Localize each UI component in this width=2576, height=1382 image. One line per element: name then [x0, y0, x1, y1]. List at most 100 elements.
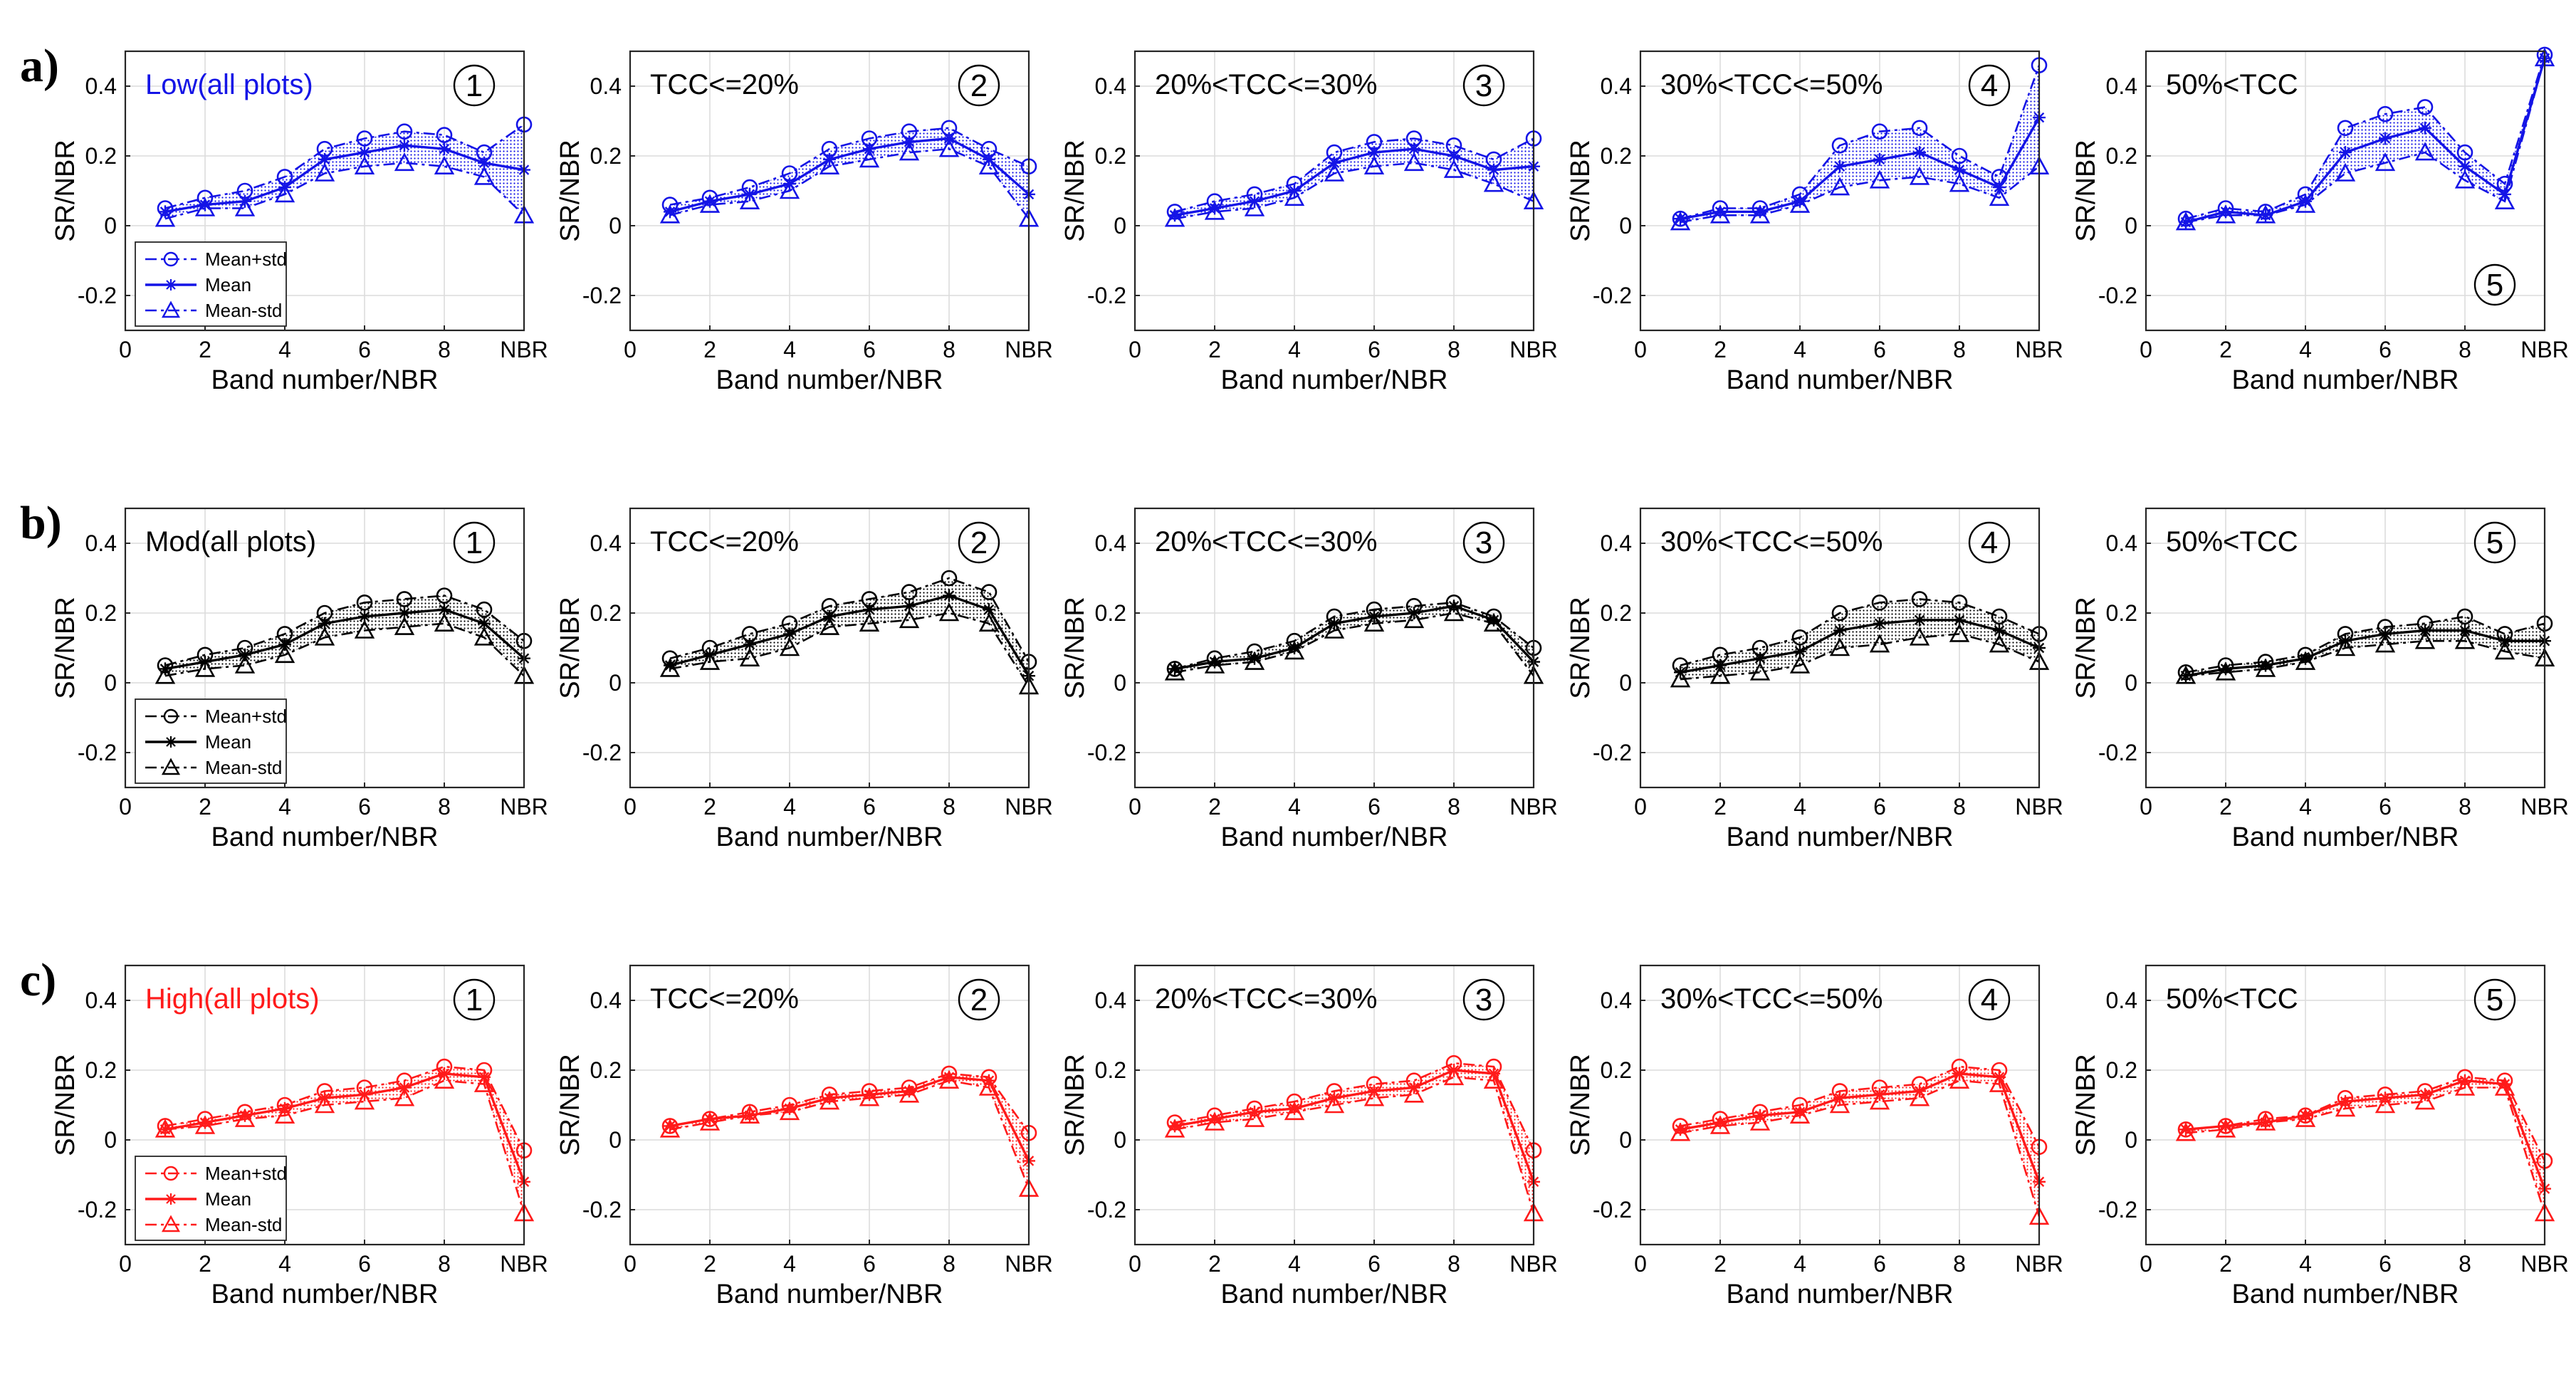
x-tick-label: 8: [1953, 337, 1966, 362]
legend-marker: [163, 251, 179, 267]
data-point-mean: [1794, 1105, 1806, 1119]
series-line-mean-std: [2185, 58, 2546, 224]
data-point-mean-minus-std: [859, 612, 880, 632]
x-tick-label: 6: [863, 1251, 876, 1277]
data-point-mean-minus-std: [2494, 190, 2515, 210]
data-point-mean-minus-std: [699, 651, 721, 670]
data-point-mean-minus-std: [2375, 634, 2396, 653]
legend-label: Mean+std: [205, 706, 287, 727]
data-point-mean: [159, 1123, 172, 1136]
data-point-mean-minus-std: [2454, 630, 2476, 649]
panel-5: 0 2 4 6 8 NBR -0.2 0 0.2 0.4 Band number/NBR SR/NBR…: [2071, 46, 2569, 395]
axes-frame: [124, 507, 525, 789]
data-point-mean-minus-std: [1244, 197, 1265, 216]
y-tick-label: 0: [2125, 213, 2137, 239]
series-line-mean: [1174, 147, 1534, 216]
data-point-mean-plus-std: [436, 587, 453, 604]
panel-title: TCC<=20%: [650, 983, 799, 1015]
panel-number: 5: [2486, 268, 2503, 303]
data-point-mean-minus-std: [274, 1104, 295, 1124]
data-point-mean: [863, 603, 876, 617]
data-point-mean-minus-std: [434, 1069, 455, 1089]
x-tick-label: 2: [1714, 794, 1727, 820]
data-point-mean: [2219, 1119, 2232, 1133]
data-point-mean-minus-std: [1909, 1087, 1930, 1106]
panel-number: 1: [466, 983, 483, 1017]
row-3: c) 0 2 4 6 8 NBR -0.2 0 0.2 0.4 Band number/NBR SR/N…: [20, 954, 2569, 1309]
data-point-mean-minus-std: [659, 658, 681, 677]
panel-number-circle: [1462, 64, 1505, 107]
y-axis-label: SR/NBR: [51, 140, 80, 242]
data-point-mean-minus-std: [1443, 159, 1465, 178]
y-tick-label: 0: [1114, 1127, 1126, 1153]
data-point-mean-plus-std: [1831, 137, 1848, 154]
y-axis-label: SR/NBR: [2071, 597, 2101, 699]
x-tick-label: 4: [1794, 794, 1806, 820]
data-point-mean: [1447, 150, 1460, 162]
data-point-mean-plus-std: [1951, 594, 1968, 611]
data-point-mean-minus-std: [978, 612, 1000, 632]
x-axis-label: Band number/NBR: [1221, 365, 1448, 395]
data-point-mean-minus-std: [394, 616, 415, 635]
x-axis-label: Band number/NBR: [211, 1279, 439, 1309]
data-point-mean: [2179, 1123, 2192, 1136]
data-point-mean-minus-std: [2414, 1091, 2436, 1110]
data-point-mean-minus-std: [699, 194, 721, 213]
x-tick-label: 4: [278, 794, 291, 820]
panel-title: TCC<=20%: [650, 69, 799, 100]
data-point-mean-minus-std: [2414, 142, 2436, 161]
x-tick-label: NBR: [2520, 794, 2569, 820]
data-point-mean: [2498, 1077, 2511, 1091]
y-tick-label: 0: [1619, 670, 1632, 696]
data-point-mean: [199, 1116, 211, 1129]
data-point-mean: [983, 603, 995, 617]
data-point-mean-minus-std: [314, 162, 335, 182]
y-tick-label: 0: [1619, 1127, 1632, 1153]
data-point-mean-minus-std: [1483, 612, 1504, 632]
data-point-mean-minus-std: [659, 204, 681, 224]
std-band: [1175, 1063, 1534, 1213]
data-point-mean: [398, 139, 411, 152]
data-point-mean: [1754, 651, 1766, 665]
data-point-mean-plus-std: [1871, 123, 1888, 140]
x-tick-label: 8: [1447, 1251, 1460, 1277]
data-point-mean-minus-std: [394, 1087, 415, 1106]
series-line-mean-std: [669, 147, 1030, 219]
data-point-mean-minus-std: [938, 138, 960, 157]
x-axis-label: Band number/NBR: [1727, 1279, 1954, 1309]
data-point-mean-minus-std: [155, 1119, 176, 1138]
panel-number-circle: [1462, 521, 1505, 564]
data-point-mean-minus-std: [1363, 1087, 1385, 1106]
data-point-mean: [1754, 205, 1766, 219]
y-tick-label: 0.2: [1095, 600, 1126, 626]
x-axis-label: Band number/NBR: [1727, 365, 1954, 395]
data-point-mean-minus-std: [1324, 162, 1345, 182]
y-axis-label: SR/NBR: [1566, 1054, 1596, 1156]
x-tick-label: NBR: [1509, 1251, 1558, 1277]
data-point-mean: [903, 600, 916, 613]
data-point-mean: [1714, 1116, 1727, 1129]
series-line-mean-std: [1174, 1076, 1535, 1214]
y-tick-label: 0.4: [85, 530, 117, 556]
series-line-mean-std: [2185, 1076, 2546, 1161]
data-point-mean-minus-std: [2335, 1098, 2356, 1117]
data-point-mean: [2259, 659, 2272, 672]
data-point-mean-minus-std: [194, 1115, 216, 1134]
legend: Mean+std Mean Mean-std: [135, 241, 287, 327]
row-1: a) 0 2 4 6 8 NBR -0.2 0 0.2 0.4 Band number/NBR SR/N…: [20, 40, 2569, 395]
x-tick-label: 2: [1714, 1251, 1727, 1277]
series-line-mean-std: [2185, 615, 2545, 674]
data-point-mean-minus-std: [938, 602, 960, 622]
series-line-mean-std: [1680, 598, 2040, 666]
data-point-mean-minus-std: [354, 155, 375, 174]
data-point-mean-minus-std: [1483, 1069, 1504, 1089]
x-tick-label: 2: [1208, 794, 1221, 820]
x-tick-label: 8: [438, 794, 451, 820]
data-point-mean-plus-std: [1672, 210, 1689, 227]
series-line-mean: [164, 608, 525, 671]
data-point-mean-plus-std: [396, 591, 413, 607]
x-tick-label: 4: [1288, 337, 1301, 362]
y-axis-label: SR/NBR: [1566, 140, 1596, 242]
y-axis-label: SR/NBR: [51, 1054, 80, 1156]
x-tick-label: 8: [2459, 1251, 2471, 1277]
